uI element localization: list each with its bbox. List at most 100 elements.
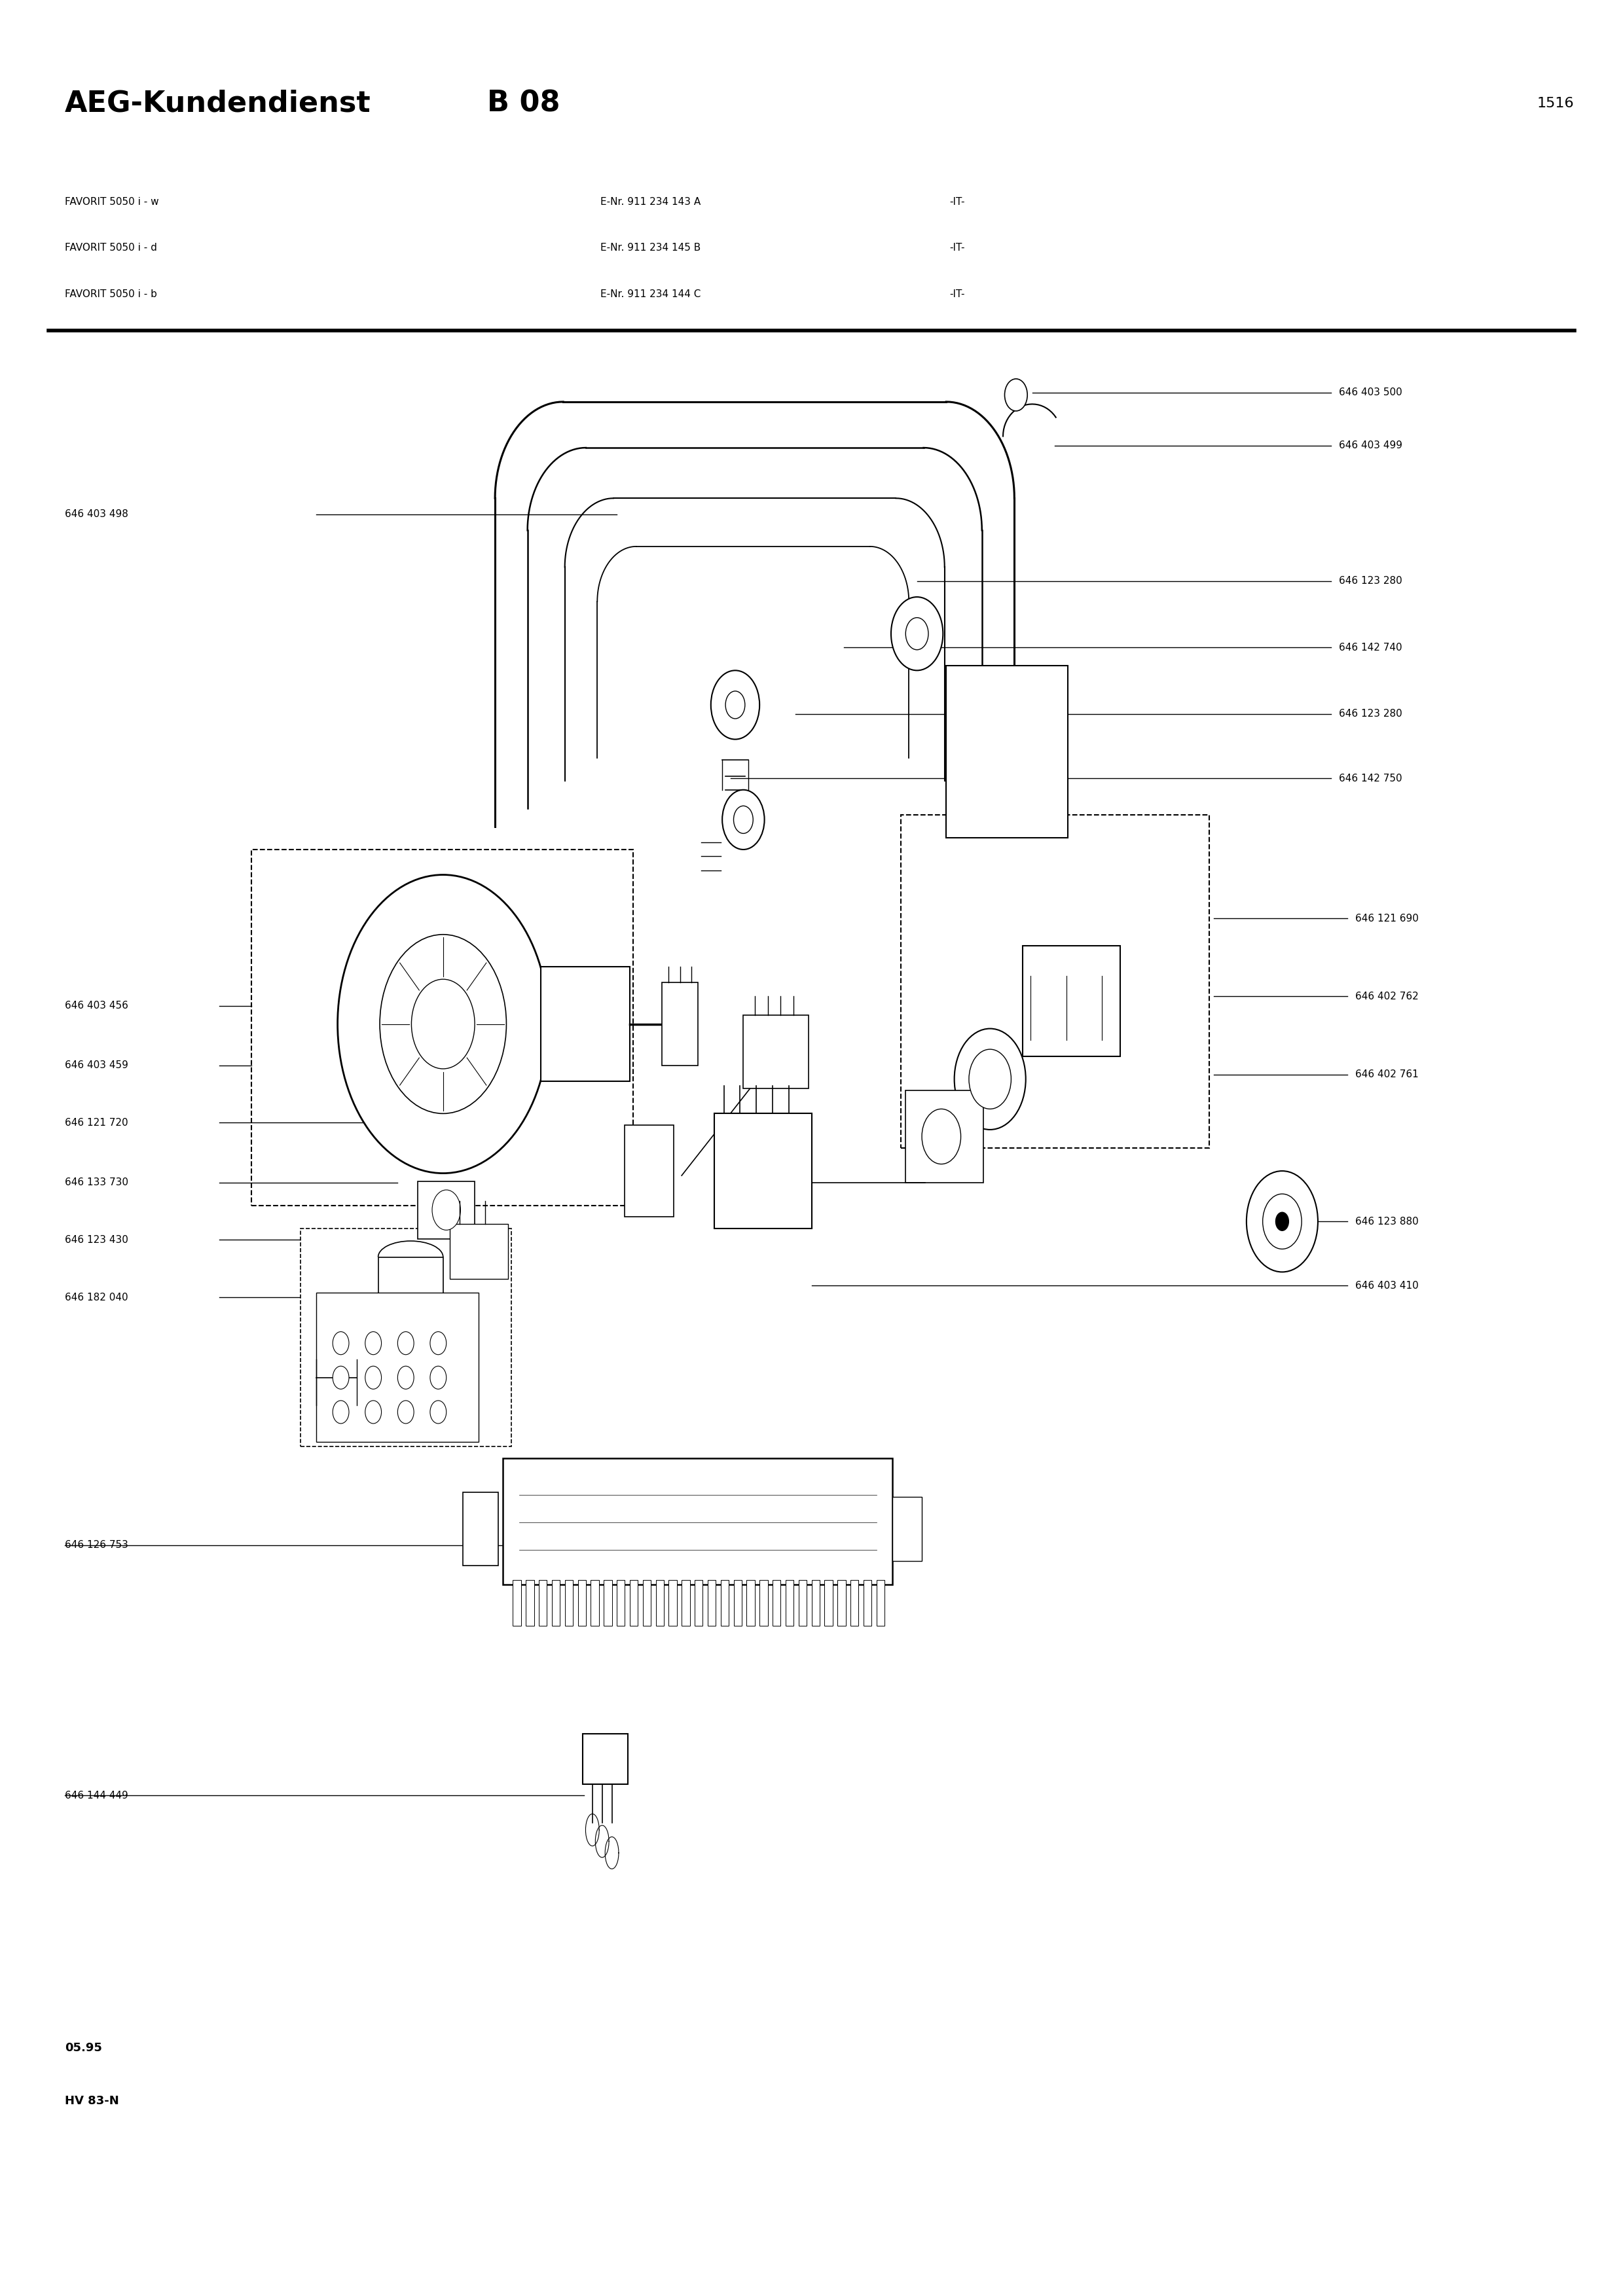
Circle shape (1005, 379, 1027, 411)
Text: -IT-: -IT- (949, 289, 964, 298)
Bar (773, 1580, 781, 1626)
Bar (901, 815, 1209, 1148)
Circle shape (333, 1366, 349, 1389)
Bar (837, 1580, 846, 1626)
Bar (695, 1580, 703, 1626)
Bar (760, 1580, 768, 1626)
Circle shape (430, 1366, 446, 1389)
Bar (378, 1256, 443, 1336)
Bar (565, 1580, 573, 1626)
Bar (583, 1733, 628, 1784)
Bar (656, 1580, 664, 1626)
Circle shape (333, 1401, 349, 1424)
Bar (906, 1091, 984, 1182)
Text: AEG-Kundendienst: AEG-Kundendienst (65, 90, 372, 117)
Circle shape (412, 978, 476, 1068)
Text: -IT-: -IT- (949, 197, 964, 207)
Text: 646 402 762: 646 402 762 (1355, 992, 1419, 1001)
Bar (503, 1458, 893, 1584)
Text: B 08: B 08 (487, 90, 560, 117)
Text: 646 182 040: 646 182 040 (65, 1293, 128, 1302)
Text: 646 121 720: 646 121 720 (65, 1118, 128, 1127)
Text: 646 142 750: 646 142 750 (1339, 774, 1402, 783)
Text: 646 126 753: 646 126 753 (65, 1541, 128, 1550)
Bar (863, 1580, 872, 1626)
Bar (824, 1580, 833, 1626)
Bar (526, 1580, 534, 1626)
Circle shape (398, 1366, 414, 1389)
Bar (812, 1580, 820, 1626)
Circle shape (906, 618, 928, 650)
Circle shape (969, 1049, 1011, 1109)
Bar (734, 1580, 742, 1626)
Circle shape (365, 1366, 381, 1389)
Bar (630, 1580, 638, 1626)
Circle shape (711, 670, 760, 739)
Text: 646 123 880: 646 123 880 (1355, 1217, 1419, 1226)
Circle shape (891, 597, 943, 670)
Bar (669, 1580, 677, 1626)
Bar (450, 1224, 508, 1279)
Bar (419, 1180, 474, 1240)
Bar (540, 967, 630, 1081)
Bar (662, 983, 698, 1065)
Text: 646 121 690: 646 121 690 (1355, 914, 1419, 923)
Bar (708, 1580, 716, 1626)
Circle shape (734, 806, 753, 833)
Bar (682, 1580, 690, 1626)
Text: 05.95: 05.95 (65, 2041, 102, 2055)
Circle shape (338, 875, 549, 1173)
Bar (617, 1580, 625, 1626)
Text: 646 142 740: 646 142 740 (1339, 643, 1402, 652)
Text: E-Nr. 911 234 143 A: E-Nr. 911 234 143 A (601, 197, 701, 207)
Text: 1516: 1516 (1537, 96, 1574, 110)
Text: FAVORIT 5050 i - w: FAVORIT 5050 i - w (65, 197, 159, 207)
Bar (591, 1580, 599, 1626)
Circle shape (725, 691, 745, 719)
Circle shape (333, 1332, 349, 1355)
Bar (1022, 946, 1120, 1056)
Circle shape (365, 1401, 381, 1424)
Bar (747, 1580, 755, 1626)
Text: 646 403 499: 646 403 499 (1339, 441, 1402, 450)
Text: FAVORIT 5050 i - d: FAVORIT 5050 i - d (65, 243, 157, 253)
Circle shape (430, 1332, 446, 1355)
Bar (300, 1228, 511, 1446)
Bar (643, 1580, 651, 1626)
Text: 646 403 498: 646 403 498 (65, 510, 128, 519)
Bar (252, 850, 633, 1205)
Circle shape (1263, 1194, 1302, 1249)
Text: 646 144 449: 646 144 449 (65, 1791, 128, 1800)
Bar (539, 1580, 547, 1626)
Circle shape (954, 1029, 1026, 1130)
Text: 646 403 410: 646 403 410 (1355, 1281, 1419, 1290)
Bar (799, 1580, 807, 1626)
Circle shape (432, 1189, 461, 1231)
Circle shape (380, 934, 506, 1114)
Bar (721, 1580, 729, 1626)
Bar (604, 1580, 612, 1626)
Bar (320, 1339, 388, 1412)
Bar (946, 666, 1068, 838)
Bar (578, 1580, 586, 1626)
Bar (714, 1114, 812, 1228)
Circle shape (398, 1401, 414, 1424)
Text: 646 133 730: 646 133 730 (65, 1178, 128, 1187)
Text: 646 402 761: 646 402 761 (1355, 1070, 1419, 1079)
Circle shape (365, 1332, 381, 1355)
Circle shape (1276, 1212, 1289, 1231)
Text: FAVORIT 5050 i - b: FAVORIT 5050 i - b (65, 289, 157, 298)
Bar (743, 1015, 808, 1088)
Circle shape (722, 790, 764, 850)
Bar (552, 1580, 560, 1626)
Circle shape (430, 1401, 446, 1424)
Text: HV 83-N: HV 83-N (65, 2094, 118, 2108)
Text: 646 123 430: 646 123 430 (65, 1235, 128, 1244)
Bar (876, 1580, 885, 1626)
Text: 646 123 280: 646 123 280 (1339, 709, 1402, 719)
Circle shape (1246, 1171, 1318, 1272)
Text: E-Nr. 911 234 144 C: E-Nr. 911 234 144 C (601, 289, 701, 298)
Text: 646 123 280: 646 123 280 (1339, 576, 1402, 585)
Bar (893, 1497, 922, 1561)
Text: E-Nr. 911 234 145 B: E-Nr. 911 234 145 B (601, 243, 701, 253)
